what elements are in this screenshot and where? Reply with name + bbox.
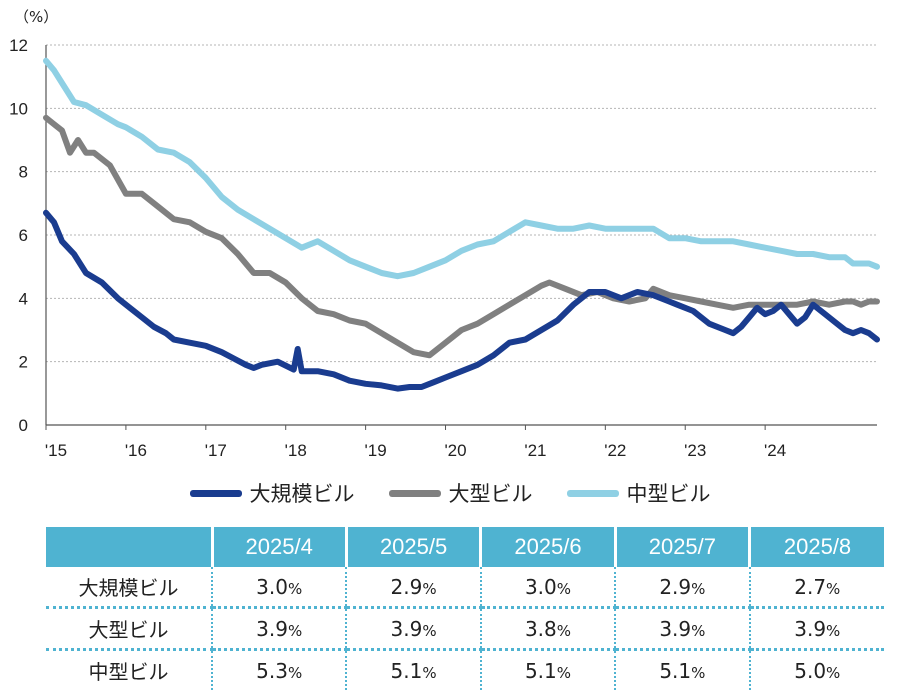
x-tick-label: '22 [604,441,626,460]
table-row: 大規模ビル 3.0% 2.9% 3.0% 2.9% 2.7% [46,567,884,608]
legend-label-large-scale: 大規模ビル [249,482,355,506]
table-header-row: 2025/4 2025/5 2025/6 2025/7 2025/8 [46,527,884,567]
x-tick-label: '18 [285,441,307,460]
cell-value: 5.0 [794,658,827,683]
cell-unit: % [422,579,437,598]
cell-unit: % [422,663,437,682]
legend-swatch-medium [566,489,619,497]
x-tick-label: '20 [444,441,466,460]
table-cell: 3.9% [748,606,884,650]
vacancy-rate-line-chart: （%） 0 2 4 6 8 10 12 '15 '16 '17 '18 '19 '20 '21 '22 '23 '… [9,8,880,460]
table-cell: 5.0% [748,648,884,690]
table-cell: 5.1% [345,648,481,690]
cell-value: 5.1 [659,658,692,683]
y-tick-label: 6 [19,226,28,245]
x-tick-label: '17 [205,441,227,460]
cell-value: 5.1 [390,658,423,683]
cell-value: 3.0 [256,574,288,599]
y-tick-label: 12 [9,36,28,55]
cell-value: 2.7 [794,574,827,599]
cell-unit: % [287,621,303,640]
cell-unit: % [691,663,706,682]
legend-swatch-large [388,489,441,497]
legend-label-medium: 中型ビル [626,482,711,506]
table-row: 大型ビル 3.9% 3.9% 3.8% 3.9% 3.9% [46,606,884,650]
row-label: 大規模ビル [78,576,179,600]
x-tick-label: '23 [684,441,706,460]
cell-unit: % [826,579,841,598]
cell-unit: % [826,663,841,682]
table-header-cell: 2025/6 [479,527,616,567]
cell-value: 3.9 [659,616,692,641]
legend-swatch-large-scale [189,489,242,497]
cell-unit: % [422,621,437,640]
cell-value: 2.9 [659,574,692,599]
table-cell: 5.3% [210,648,347,690]
cell-value: 5.3 [256,658,288,683]
cell-value: 3.9 [256,616,288,641]
table-cell: 3.9% [210,606,347,650]
cell-value: 3.9 [390,616,423,641]
y-tick-label: 2 [19,353,28,372]
y-tick-label: 10 [9,99,28,118]
series-line-large [43,114,880,359]
x-tick-label: '15 [45,441,67,460]
table-header-corner [46,527,212,567]
table-header-cell: 2025/7 [613,527,750,567]
y-axis-label: （%） [14,8,58,26]
legend-item-large-scale: 大規模ビル [189,478,355,508]
cell-unit: % [691,579,706,598]
x-tick-label: '24 [764,441,786,460]
cell-value: 3.9 [794,616,827,641]
y-tick-label: 8 [19,163,28,182]
cell-value: 5.1 [524,658,557,683]
table-header-cell: 2025/8 [748,527,884,567]
cell-unit: % [691,621,706,640]
table-cell: 2.9% [614,567,750,608]
row-label: 中型ビル [46,648,212,690]
cell-value: 2.9 [390,574,423,599]
series-line-large-scale [43,209,880,392]
cell-unit: % [287,579,303,598]
table-cell: 3.9% [345,606,481,650]
cell-value: 3.8 [524,616,557,641]
cell-unit: % [556,663,572,682]
table-header-cell: 2025/4 [210,527,347,567]
table-cell: 5.1% [479,648,616,690]
x-tick-label: '16 [125,441,147,460]
cell-unit: % [287,663,303,682]
y-tick-label: 0 [19,416,28,435]
legend-item-large: 大型ビル [388,478,533,508]
x-tick-label: '19 [365,441,387,460]
cell-unit: % [556,621,572,640]
table-cell: 3.8% [479,606,616,650]
vacancy-rate-table: 2025/4 2025/5 2025/6 2025/7 2025/8 大規模ビル… [46,527,884,690]
chart-legend: 大規模ビル 大型ビル 中型ビル [0,478,900,508]
table-cell: 2.7% [748,567,884,608]
cell-value: 3.0 [524,574,557,599]
table-row: 中型ビル 5.3% 5.1% 5.1% 5.1% 5.0% [46,648,884,690]
table-header-cell: 2025/5 [344,527,481,567]
table-cell: 3.9% [614,606,750,650]
cell-unit: % [826,621,841,640]
table-cell: 3.0% [479,567,616,608]
row-label: 大型ビル [46,606,212,650]
table-cell: 5.1% [614,648,750,690]
legend-label-large: 大型ビル [448,482,533,506]
cell-unit: % [556,579,572,598]
series-line-medium [43,57,880,280]
y-tick-label: 4 [19,289,28,308]
table-cell: 2.9% [345,567,481,608]
legend-item-medium: 中型ビル [566,478,711,508]
table-cell: 3.0% [210,567,347,608]
x-tick-label: '21 [524,441,546,460]
